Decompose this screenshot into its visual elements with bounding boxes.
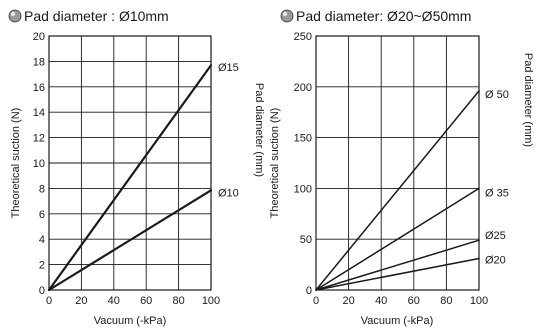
y-tick-label: 8	[39, 183, 45, 195]
y-tick-label: 0	[306, 285, 312, 297]
plot-frame	[315, 35, 480, 291]
chart-title: Pad diameter: Ø20~Ø50mm	[296, 8, 471, 24]
series-line	[315, 90, 480, 291]
chart-panel-1: Pad diameter : Ø10mm 0 20 40 60 80 100 0 2 4 6 8 10 1…	[8, 8, 265, 327]
x-tick-label: 60	[408, 295, 420, 307]
series-line	[47, 189, 213, 292]
x-tick-label: 80	[440, 295, 452, 307]
right-axis-label: Pad diameter (mm)	[522, 53, 534, 147]
y-tick-label: 14	[33, 107, 45, 119]
x-tick-label: 40	[375, 295, 387, 307]
y-tick-label: 4	[39, 234, 45, 246]
bullet-icon	[8, 9, 22, 23]
x-tick-label: 0	[313, 295, 319, 307]
series-label: Ø15	[218, 62, 239, 74]
y-tick-label: 20	[33, 31, 45, 43]
y-tick-label: 250	[294, 31, 312, 43]
y-axis-label: Theoretical suction (N)	[10, 108, 22, 219]
x-tick-label: 100	[470, 295, 488, 307]
y-tick-label: 2	[39, 260, 45, 272]
series-label: Ø25	[485, 230, 506, 242]
series-line	[315, 239, 480, 291]
x-tick-label: 40	[108, 295, 120, 307]
bullet-icon	[280, 9, 294, 23]
x-axis-label: Vacuum (-kPa)	[361, 315, 434, 327]
series-label: Ø10	[218, 187, 239, 199]
y-tick-label: 0	[39, 285, 45, 297]
y-tick-label: 18	[33, 56, 45, 68]
series-label: Ø20	[485, 255, 506, 267]
x-tick-label: 100	[202, 295, 220, 307]
x-tick-label: 60	[140, 295, 152, 307]
chart-panel-2: Pad diameter: Ø20~Ø50mm 0 20 40 60 80 100 0 50 10…	[269, 8, 534, 327]
right-axis-label: Pad diameter (mm)	[253, 83, 265, 177]
x-tick-label: 20	[75, 295, 87, 307]
series-label: Ø 50	[485, 89, 509, 101]
x-tick-label: 0	[46, 295, 52, 307]
y-tick-label: 100	[294, 183, 312, 195]
y-tick-label: 50	[300, 234, 312, 246]
y-tick-label: 16	[33, 82, 45, 94]
y-tick-label: 10	[33, 158, 45, 170]
y-tick-label: 6	[39, 209, 45, 221]
x-axis-label: Vacuum (-kPa)	[94, 315, 167, 327]
plot-frame	[48, 35, 212, 291]
series-line	[315, 187, 480, 291]
series-line	[315, 257, 480, 291]
chart-title: Pad diameter : Ø10mm	[24, 8, 169, 24]
y-tick-label: 200	[294, 82, 312, 94]
series-label: Ø 35	[485, 187, 509, 199]
y-axis-label: Theoretical suction (N)	[269, 108, 281, 219]
series-line	[47, 64, 213, 292]
y-tick-label: 12	[33, 133, 45, 145]
x-tick-label: 80	[172, 295, 184, 307]
x-tick-label: 20	[342, 295, 354, 307]
y-tick-label: 150	[294, 133, 312, 145]
